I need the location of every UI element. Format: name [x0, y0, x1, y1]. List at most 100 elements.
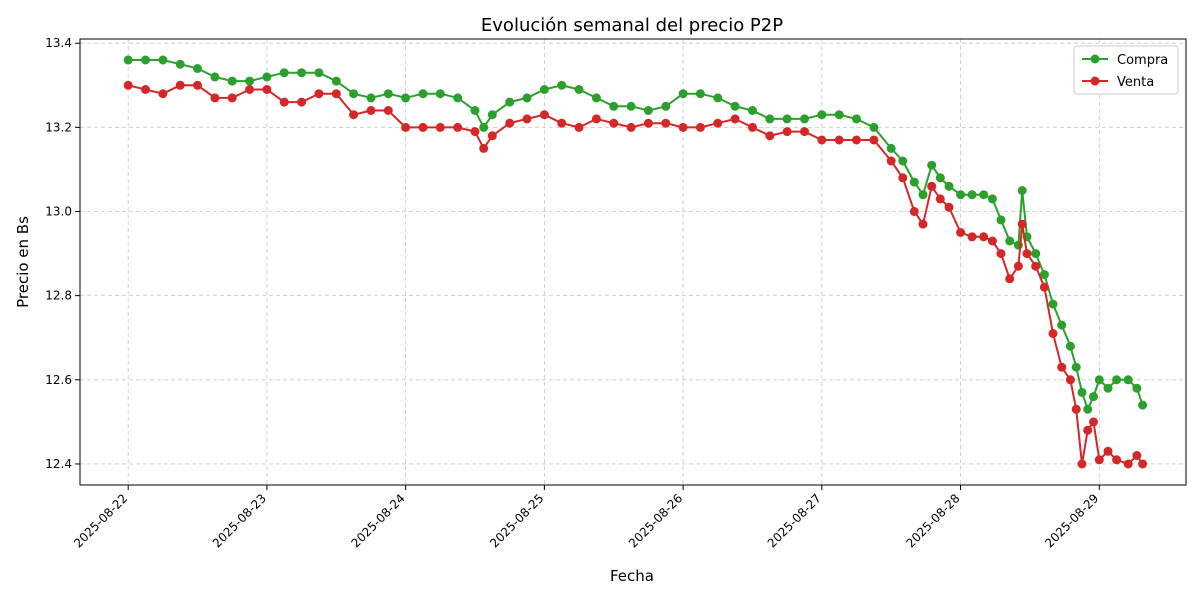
data-point-venta — [1017, 219, 1027, 229]
data-point-compra — [1138, 400, 1148, 410]
data-point-compra — [979, 190, 989, 200]
data-point-venta — [643, 118, 653, 128]
data-point-venta — [591, 114, 601, 124]
legend-label-venta: Venta — [1117, 75, 1154, 90]
data-point-venta — [366, 106, 376, 115]
x-tick-label: 2025-08-24 — [349, 491, 408, 550]
data-point-venta — [193, 80, 202, 90]
data-point-venta — [909, 207, 919, 216]
data-point-compra — [909, 177, 919, 187]
x-tick-label: 2025-08-27 — [765, 491, 824, 550]
data-point-compra — [765, 114, 775, 124]
data-point-compra — [479, 122, 489, 132]
data-point-compra — [539, 85, 549, 94]
data-point-venta — [539, 110, 549, 120]
data-point-venta — [297, 97, 307, 107]
data-point-venta — [453, 122, 463, 132]
legend-label-compra: Compra — [1117, 53, 1168, 68]
data-point-venta — [470, 127, 480, 137]
data-point-compra — [956, 190, 966, 200]
data-point-compra — [661, 101, 671, 111]
data-point-venta — [349, 110, 359, 120]
data-point-venta — [944, 202, 954, 212]
data-point-venta — [695, 122, 705, 132]
y-tick-label: 13.2 — [45, 120, 72, 134]
series-line-compra — [128, 59, 1144, 413]
data-point-venta — [262, 85, 272, 94]
data-point-venta — [331, 89, 341, 99]
data-point-venta — [967, 232, 977, 242]
data-point-venta — [1071, 404, 1081, 414]
data-point-venta — [487, 131, 497, 141]
data-point-compra — [418, 89, 428, 99]
data-point-venta — [314, 89, 324, 99]
data-point-compra — [886, 143, 896, 153]
data-point-venta — [1103, 446, 1113, 456]
data-point-venta — [661, 118, 671, 128]
data-point-venta — [1132, 451, 1142, 460]
data-point-venta — [245, 85, 255, 94]
data-point-compra — [193, 64, 202, 73]
data-point-compra — [175, 59, 185, 69]
data-point-compra — [834, 110, 844, 120]
data-point-venta — [935, 194, 945, 204]
data-point-compra — [713, 93, 723, 103]
data-point-venta — [574, 122, 584, 132]
y-axis-label: Precio en Bs — [14, 216, 32, 308]
data-point-compra — [944, 181, 954, 191]
data-point-compra — [470, 106, 480, 115]
data-point-compra — [383, 89, 393, 99]
legend-marker-compra — [1090, 54, 1100, 64]
data-point-compra — [331, 76, 341, 86]
data-point-venta — [1083, 425, 1093, 435]
chart-title: Evolución semanal del precio P2P — [481, 15, 783, 36]
series-line-venta — [127, 84, 1144, 466]
y-tick-label: 12.8 — [45, 289, 72, 303]
data-point-venta — [817, 135, 827, 145]
data-point-venta — [158, 89, 168, 99]
data-point-compra — [401, 93, 411, 103]
data-point-venta — [1057, 362, 1067, 372]
data-point-compra — [210, 72, 220, 82]
data-point-compra — [643, 106, 653, 115]
y-axis: 12.4 12.6 12.8 13.0 13.2 13.4 — [45, 36, 80, 471]
data-point-venta — [1077, 459, 1087, 469]
data-point-compra — [1039, 270, 1049, 280]
data-point-venta — [279, 97, 289, 107]
data-point-compra — [574, 85, 584, 94]
data-point-venta — [1112, 455, 1122, 465]
data-point-compra — [1112, 375, 1122, 385]
data-point-venta — [869, 135, 879, 145]
data-point-venta — [1039, 282, 1049, 292]
data-point-compra — [678, 89, 688, 99]
data-point-venta — [782, 127, 792, 137]
data-point-venta — [956, 228, 966, 237]
data-point-venta — [918, 219, 928, 229]
data-point-venta — [713, 118, 723, 128]
x-tick-label: 2025-08-22 — [71, 491, 130, 550]
y-tick-label: 12.4 — [45, 457, 72, 471]
legend: Compra Venta — [1073, 45, 1179, 95]
data-point-compra — [935, 173, 945, 183]
data-point-venta — [1022, 249, 1032, 259]
data-point-compra — [1089, 392, 1098, 402]
data-point-venta — [123, 80, 133, 90]
y-tick-label: 13.4 — [45, 36, 72, 50]
data-point-compra — [522, 93, 532, 103]
data-point-venta — [479, 143, 489, 153]
data-point-compra — [279, 68, 289, 78]
data-point-venta — [418, 122, 428, 132]
data-point-compra — [505, 97, 515, 107]
y-tick-label: 13.0 — [45, 205, 72, 219]
data-point-venta — [383, 106, 393, 115]
series-layer — [123, 55, 1148, 469]
data-point-compra — [1048, 299, 1058, 309]
data-point-venta — [1005, 274, 1015, 284]
data-point-compra — [782, 114, 792, 124]
data-point-compra — [817, 110, 827, 120]
data-point-compra — [1005, 236, 1015, 246]
data-point-compra — [1094, 375, 1104, 385]
legend-marker-venta — [1090, 76, 1100, 86]
data-point-venta — [834, 135, 844, 145]
